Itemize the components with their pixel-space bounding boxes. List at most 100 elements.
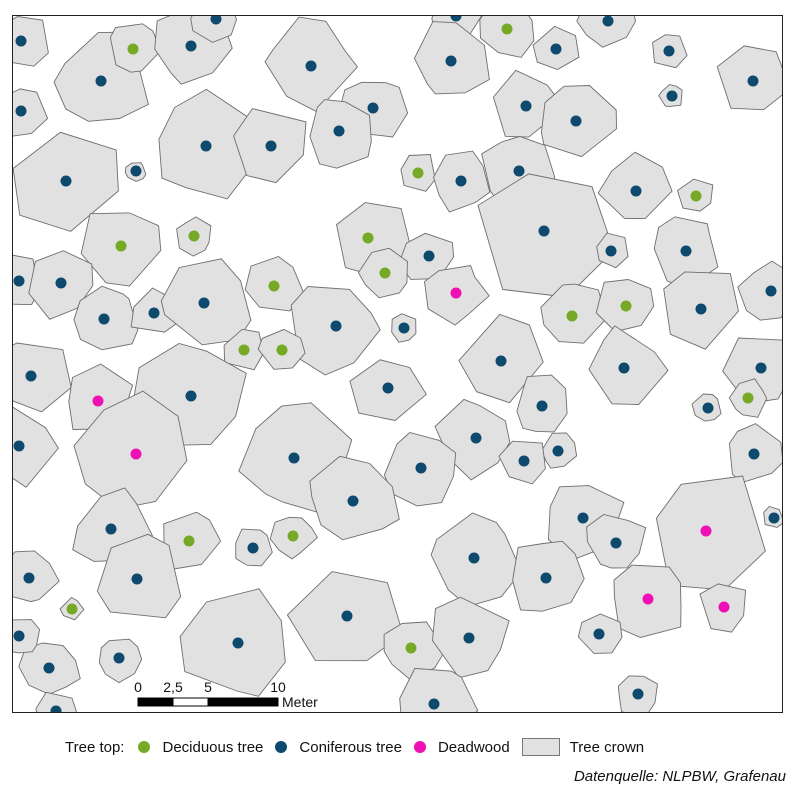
tree-crown bbox=[13, 88, 49, 137]
coniferous-tree-top bbox=[185, 40, 197, 52]
deadwood-tree-top bbox=[642, 593, 654, 605]
coniferous-tree-top bbox=[347, 495, 359, 507]
coniferous-tree-top bbox=[605, 245, 617, 257]
deciduous-tree-top bbox=[566, 310, 578, 322]
scale-bar-tick-label: 10 bbox=[270, 679, 286, 695]
scale-bar-segment bbox=[207, 697, 279, 707]
coniferous-dot-icon bbox=[275, 741, 288, 753]
coniferous-tree-top bbox=[232, 637, 244, 649]
tree-crown bbox=[13, 550, 60, 603]
deadwood-tree-top bbox=[718, 601, 730, 613]
tree-crown bbox=[479, 16, 535, 58]
coniferous-tree-top bbox=[455, 175, 467, 187]
scale-bar-segment bbox=[172, 697, 209, 707]
coniferous-tree-top bbox=[198, 297, 210, 309]
coniferous-tree-top bbox=[538, 225, 550, 237]
deciduous-tree-top bbox=[287, 530, 299, 542]
coniferous-tree-top bbox=[593, 628, 605, 640]
coniferous-tree-top bbox=[98, 313, 110, 325]
legend-label-deciduous: Deciduous tree bbox=[162, 738, 264, 756]
legend-label-coniferous: Coniferous tree bbox=[299, 738, 402, 756]
tree-crown-layer bbox=[13, 16, 782, 712]
coniferous-tree-top bbox=[265, 140, 277, 152]
coniferous-tree-top bbox=[25, 370, 37, 382]
coniferous-tree-top bbox=[536, 400, 548, 412]
coniferous-tree-top bbox=[95, 75, 107, 87]
coniferous-tree-top bbox=[552, 445, 564, 457]
coniferous-tree-top bbox=[13, 630, 25, 642]
coniferous-tree-top bbox=[702, 402, 714, 414]
coniferous-tree-top bbox=[666, 90, 678, 102]
tree-crown bbox=[399, 667, 479, 712]
coniferous-tree-top bbox=[423, 250, 435, 262]
scale-bar-tick-label: 5 bbox=[204, 679, 212, 695]
tree-crown bbox=[158, 88, 265, 200]
deciduous-tree-top bbox=[115, 240, 127, 252]
scale-bar-unit: Meter bbox=[282, 694, 318, 710]
deciduous-tree-top bbox=[501, 23, 513, 35]
coniferous-tree-top bbox=[695, 303, 707, 315]
tree-crown bbox=[13, 406, 59, 488]
legend-item-deadwood: Deadwood bbox=[413, 738, 510, 756]
coniferous-tree-top bbox=[113, 652, 125, 664]
coniferous-tree-top bbox=[618, 362, 630, 374]
coniferous-tree-top bbox=[550, 43, 562, 55]
legend-item-coniferous: Coniferous tree bbox=[275, 739, 402, 756]
tree-crown bbox=[13, 16, 49, 67]
coniferous-tree-top bbox=[333, 125, 345, 137]
coniferous-tree-top bbox=[765, 285, 777, 297]
coniferous-tree-top bbox=[15, 105, 27, 117]
coniferous-tree-top bbox=[367, 102, 379, 114]
scale-bar-tick-label: 0 bbox=[134, 679, 142, 695]
legend-label-deadwood: Deadwood bbox=[437, 738, 510, 756]
coniferous-tree-top bbox=[288, 452, 300, 464]
coniferous-tree-top bbox=[130, 165, 142, 177]
tree-top-layer bbox=[13, 16, 780, 712]
coniferous-tree-top bbox=[680, 245, 692, 257]
coniferous-tree-top bbox=[610, 537, 622, 549]
coniferous-tree-top bbox=[630, 185, 642, 197]
coniferous-tree-top bbox=[450, 16, 462, 22]
tree-crown bbox=[576, 16, 636, 48]
deciduous-tree-top bbox=[183, 535, 195, 547]
coniferous-tree-top bbox=[13, 275, 25, 287]
deadwood-tree-top bbox=[450, 287, 462, 299]
tree-crown bbox=[737, 260, 782, 321]
coniferous-tree-top bbox=[755, 362, 767, 374]
coniferous-tree-top bbox=[747, 75, 759, 87]
coniferous-tree-top bbox=[200, 140, 212, 152]
legend: Tree top: Deciduous tree Coniferous tree… bbox=[65, 736, 656, 758]
deciduous-tree-top bbox=[379, 267, 391, 279]
deciduous-tree-top bbox=[742, 392, 754, 404]
coniferous-tree-top bbox=[602, 16, 614, 27]
deciduous-tree-top bbox=[276, 344, 288, 356]
coniferous-tree-top bbox=[398, 322, 410, 334]
coniferous-tree-top bbox=[518, 455, 530, 467]
coniferous-tree-top bbox=[210, 16, 222, 25]
tree-crown bbox=[13, 342, 72, 413]
coniferous-tree-top bbox=[468, 552, 480, 564]
tree-crown bbox=[35, 691, 77, 712]
coniferous-tree-top bbox=[463, 632, 475, 644]
tree-crown bbox=[73, 390, 188, 510]
coniferous-tree-top bbox=[341, 610, 353, 622]
deadwood-tree-top bbox=[92, 395, 104, 407]
tree-crown-swatch-icon bbox=[521, 738, 560, 756]
coniferous-tree-top bbox=[428, 698, 440, 710]
coniferous-tree-top bbox=[445, 55, 457, 67]
coniferous-tree-top bbox=[185, 390, 197, 402]
tree-crown bbox=[190, 16, 238, 43]
coniferous-tree-top bbox=[540, 572, 552, 584]
coniferous-tree-top bbox=[330, 320, 342, 332]
legend-item-tree-crown: Tree crown bbox=[521, 738, 644, 756]
coniferous-tree-top bbox=[13, 440, 25, 452]
coniferous-tree-top bbox=[748, 448, 760, 460]
coniferous-tree-top bbox=[131, 573, 143, 585]
coniferous-tree-top bbox=[663, 45, 675, 57]
deciduous-tree-top bbox=[127, 43, 139, 55]
coniferous-tree-top bbox=[520, 100, 532, 112]
tree-crown bbox=[13, 619, 41, 654]
deadwood-tree-top bbox=[130, 448, 142, 460]
